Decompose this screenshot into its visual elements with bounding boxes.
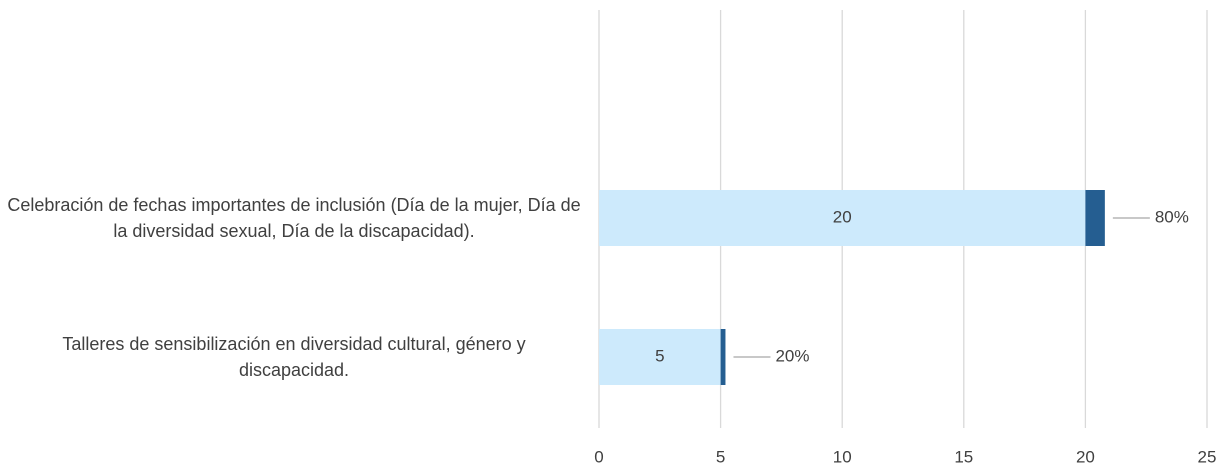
bar-segment — [599, 329, 721, 385]
bar-segment — [1085, 190, 1105, 246]
data-label: 20% — [775, 346, 809, 365]
data-label: 80% — [1155, 207, 1189, 226]
category-label: Talleres de sensibilización en diversida… — [62, 334, 526, 380]
data-label: 5 — [655, 346, 664, 365]
category-label: Celebración de fechas importantes de inc… — [7, 195, 581, 241]
x-tick-label: 15 — [954, 447, 973, 466]
bar-segment — [599, 190, 1086, 246]
x-tick-label: 25 — [1198, 447, 1217, 466]
data-label: 20 — [833, 207, 852, 226]
bar-segment — [720, 329, 726, 385]
x-tick-label: 0 — [594, 447, 603, 466]
x-tick-label: 5 — [716, 447, 725, 466]
x-tick-label: 20 — [1076, 447, 1095, 466]
x-tick-label: 10 — [833, 447, 852, 466]
